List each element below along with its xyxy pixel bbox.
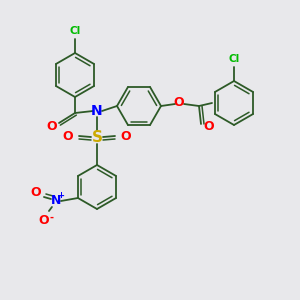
Text: O: O <box>204 121 214 134</box>
Text: O: O <box>174 95 184 109</box>
Text: O: O <box>121 130 131 143</box>
Text: Cl: Cl <box>228 54 240 64</box>
Text: Cl: Cl <box>69 26 81 36</box>
Text: O: O <box>47 119 57 133</box>
Text: N: N <box>51 194 61 208</box>
Text: O: O <box>31 185 41 199</box>
Text: +: + <box>57 190 64 200</box>
Text: S: S <box>92 130 103 145</box>
Text: O: O <box>39 214 49 227</box>
Text: N: N <box>91 104 103 118</box>
Text: O: O <box>63 130 73 143</box>
Text: -: - <box>50 213 54 223</box>
